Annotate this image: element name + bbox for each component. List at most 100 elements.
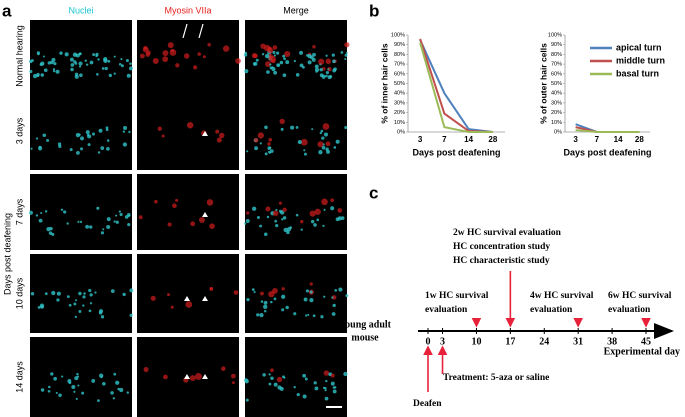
- y-tick-label: 60%: [394, 71, 405, 77]
- nuclei-signal: [335, 217, 340, 222]
- nuclei-signal: [70, 63, 75, 67]
- myosin-signal: [161, 134, 165, 138]
- myosin-signal: [312, 45, 316, 49]
- nuclei-signal: [279, 386, 284, 391]
- microscopy-image: [30, 20, 132, 92]
- row-label: 3 days: [14, 117, 24, 144]
- nuclei-signal: [97, 399, 100, 403]
- y-tick-label: 50%: [394, 81, 405, 87]
- nuclei-signal: [113, 55, 116, 58]
- nuclei-signal: [37, 305, 41, 309]
- nuclei-signal: [58, 393, 62, 397]
- nuclei-signal: [79, 220, 83, 224]
- nuclei-signal: [42, 133, 47, 137]
- nuclei-signal: [277, 64, 280, 67]
- nuclei-signal: [255, 58, 259, 62]
- arrowhead: [202, 212, 208, 217]
- nuclei-signal: [245, 219, 250, 223]
- nuclei-signal: [275, 224, 279, 228]
- nuclei-signal: [128, 66, 133, 71]
- nuclei-signal: [74, 74, 79, 79]
- myosin-signal: [219, 132, 225, 139]
- nuclei-signal: [316, 218, 320, 222]
- nuclei-signal: [100, 376, 103, 379]
- myosin-signal: [170, 305, 174, 309]
- y-tick-label: 20%: [551, 110, 562, 116]
- myosin-signal: [193, 65, 198, 70]
- nuclei-signal: [282, 73, 287, 78]
- nuclei-signal: [293, 59, 296, 63]
- nuclei-signal: [268, 382, 272, 386]
- nuclei-signal: [344, 125, 348, 130]
- nuclei-signal: [126, 391, 130, 394]
- nuclei-signal: [78, 291, 82, 296]
- nuclei-signal: [129, 313, 133, 318]
- nuclei-signal: [40, 211, 43, 215]
- myosin-signal: [330, 198, 335, 203]
- nuclei-signal: [82, 295, 86, 299]
- nuclei-signal: [64, 52, 69, 57]
- y-tick-label: 0%: [554, 129, 562, 135]
- x-axis-title: Days post deafening: [563, 147, 651, 157]
- day-label: 10: [471, 336, 481, 347]
- nuclei-signal: [79, 73, 83, 78]
- nuclei-signal: [273, 297, 277, 301]
- nuclei-signal: [101, 67, 105, 70]
- nuclei-signal: [113, 372, 117, 376]
- myosin-signal: [143, 367, 149, 373]
- nuclei-signal: [286, 230, 290, 235]
- row-label: 14 days: [14, 361, 24, 393]
- nuclei-signal: [38, 218, 43, 223]
- nuclei-signal: [73, 60, 77, 64]
- nuclei-signal: [88, 309, 92, 313]
- myosin-signal: [344, 42, 350, 48]
- nuclei-signal: [243, 222, 247, 225]
- nuclei-signal: [88, 288, 92, 293]
- nuclei-signal: [281, 294, 286, 299]
- myosin-signal: [300, 219, 304, 224]
- nuclei-signal: [66, 222, 69, 225]
- x-tick-label: 28: [488, 135, 497, 144]
- nuclei-signal: [285, 305, 289, 310]
- myosin-signal: [321, 198, 328, 206]
- nuclei-signal: [85, 224, 90, 229]
- nuclei-signal: [112, 397, 116, 400]
- nuclei-signal: [273, 382, 278, 387]
- microscopy-image: [137, 174, 239, 250]
- start-label: mouse: [351, 332, 379, 343]
- myosin-signal: [146, 50, 151, 55]
- myosin-signal: [309, 282, 313, 286]
- nuclei-signal: [96, 73, 99, 76]
- nuclei-signal: [60, 208, 64, 212]
- x-tick-label: 28: [635, 135, 644, 144]
- microscopy-image: [245, 174, 347, 250]
- nuclei-signal: [55, 391, 58, 394]
- microscopy-image: [245, 337, 347, 417]
- nuclei-signal: [118, 210, 121, 213]
- nuclei-signal: [319, 131, 322, 135]
- nuclei-signal: [52, 68, 56, 71]
- myosin-signal: [162, 50, 169, 57]
- nuclei-signal: [87, 143, 91, 147]
- nuclei-signal: [345, 294, 349, 298]
- panel-label: c: [369, 183, 378, 202]
- nuclei-signal: [100, 315, 105, 319]
- nuclei-signal: [82, 304, 85, 307]
- event-label: HC concentration study: [453, 242, 550, 252]
- nuclei-signal: [314, 386, 319, 391]
- nuclei-signal: [246, 297, 250, 302]
- nuclei-signal: [311, 128, 314, 131]
- nuclei-signal: [303, 149, 306, 152]
- nuclei-signal: [322, 386, 326, 390]
- nuclei-signal: [305, 314, 308, 317]
- nuclei-signal: [118, 62, 122, 66]
- nuclei-signal: [313, 381, 317, 385]
- nuclei-signal: [264, 53, 270, 59]
- nuclei-signal: [285, 60, 290, 65]
- nuclei-signal: [244, 379, 249, 384]
- myosin-signal: [279, 118, 285, 125]
- nuclei-signal: [110, 391, 114, 395]
- nuclei-signal: [321, 145, 326, 150]
- nuclei-signal: [268, 373, 271, 376]
- y-tick-label: 30%: [394, 100, 405, 106]
